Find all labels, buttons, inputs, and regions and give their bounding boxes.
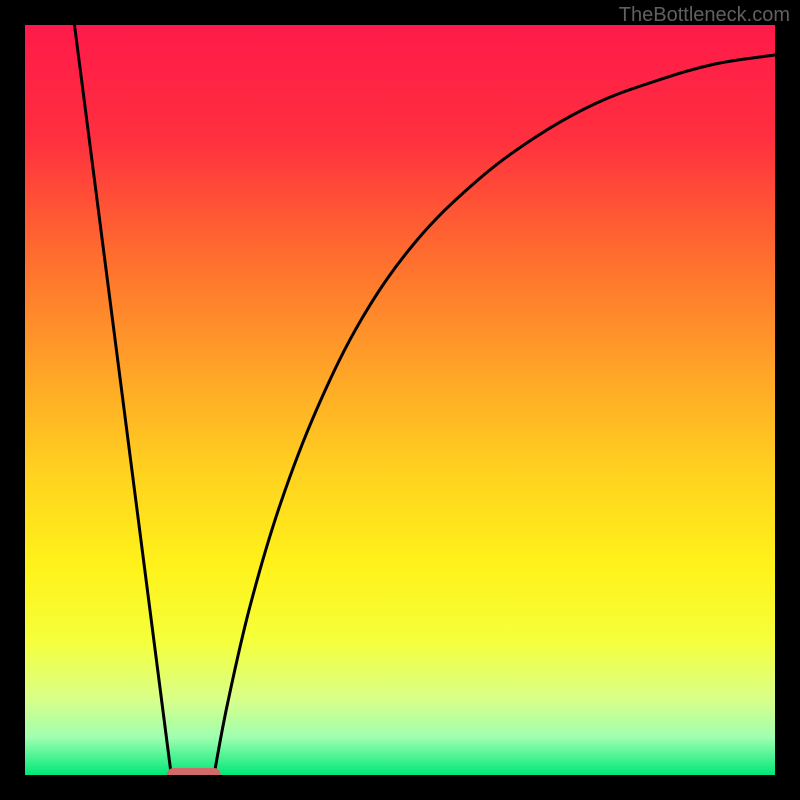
chart-svg	[25, 25, 775, 775]
bottom-marker	[167, 768, 221, 775]
chart-container	[25, 25, 775, 775]
marker-group	[167, 768, 221, 775]
watermark-text: TheBottleneck.com	[619, 4, 790, 27]
gradient-background	[25, 25, 775, 775]
